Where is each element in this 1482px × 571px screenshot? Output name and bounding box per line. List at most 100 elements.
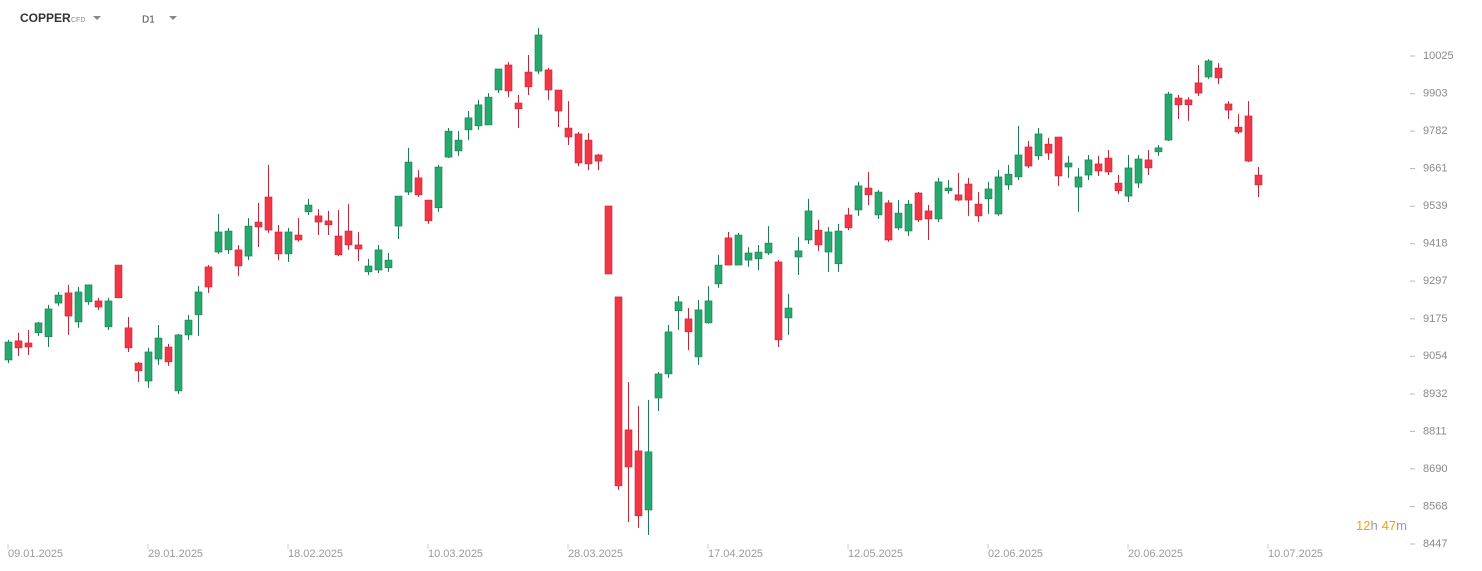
y-tick-label: 9297 <box>1423 275 1447 287</box>
y-tick-label: 8690 <box>1423 463 1447 475</box>
candle-body <box>104 300 113 328</box>
candle-body <box>284 231 293 255</box>
countdown-hours: 12 <box>1356 518 1370 533</box>
candle-body <box>944 187 953 192</box>
candles <box>4 28 1263 536</box>
y-tick-label: 8447 <box>1423 538 1447 550</box>
toolbar: COPPER CFD D1 <box>20 11 177 26</box>
candle-body <box>154 337 163 360</box>
candle-body <box>604 205 613 275</box>
candle-body <box>1094 163 1103 172</box>
y-tick-label: 9418 <box>1423 238 1447 250</box>
x-tick-label: 02.06.2025 <box>988 548 1043 560</box>
candle-body <box>1064 162 1073 168</box>
candle-body <box>774 261 783 341</box>
candle-body <box>364 265 373 273</box>
candle-body <box>534 34 543 72</box>
candle-body <box>24 342 33 348</box>
candle-body <box>1024 146 1033 167</box>
candle-body <box>194 291 203 316</box>
candle-body <box>1124 167 1133 197</box>
y-tick-label: 9782 <box>1423 125 1447 137</box>
candle-body <box>964 183 973 201</box>
candle-body <box>494 68 503 91</box>
candle-body <box>814 229 823 246</box>
timeframe[interactable]: D1 <box>142 15 155 26</box>
candle-body <box>4 341 13 361</box>
candle-body <box>14 340 23 349</box>
candle-body <box>1194 82 1203 94</box>
countdown-minutes: 47 <box>1382 518 1396 533</box>
x-tick-label: 10.03.2025 <box>428 548 483 560</box>
candle-body <box>404 161 413 193</box>
candle-body <box>714 264 723 285</box>
candle-body <box>724 237 733 266</box>
candle-body <box>1004 173 1013 186</box>
countdown-hours-unit: h <box>1370 518 1377 533</box>
candle-body <box>474 104 483 127</box>
candle-body <box>924 210 933 220</box>
y-tick-label: 8932 <box>1423 388 1447 400</box>
candle-body <box>134 362 143 372</box>
candle-body <box>594 154 603 162</box>
candle-body <box>954 194 963 201</box>
candle-body <box>704 300 713 324</box>
countdown: 12h 47m <box>1356 518 1407 533</box>
candle-body <box>54 294 63 304</box>
candle-body <box>644 451 653 511</box>
candle-body <box>424 199 433 222</box>
candle-body <box>44 308 53 338</box>
candle-body <box>624 429 633 468</box>
candle-body <box>914 192 923 221</box>
candle-body <box>694 309 703 358</box>
candle-body <box>94 300 103 308</box>
candle-body <box>1134 158 1143 184</box>
candle-body <box>1204 60 1213 78</box>
candle-body <box>824 231 833 253</box>
candle-body <box>1014 154 1023 178</box>
candle-body <box>324 220 333 226</box>
candle-body <box>1234 126 1243 133</box>
candle-body <box>834 230 843 265</box>
x-tick-label: 17.04.2025 <box>708 548 763 560</box>
x-tick-label: 10.07.2025 <box>1268 548 1323 560</box>
candle-body <box>1044 143 1053 154</box>
x-tick-label: 12.05.2025 <box>848 548 903 560</box>
candle-body <box>844 214 853 229</box>
symbol-dropdown[interactable] <box>93 16 101 20</box>
candle-body <box>784 307 793 319</box>
candle-body <box>144 351 153 382</box>
candle-body <box>1054 136 1063 177</box>
y-tick-label: 9539 <box>1423 200 1447 212</box>
candle-body <box>1254 174 1263 186</box>
symbol[interactable]: COPPER <box>20 11 71 25</box>
candle-body <box>764 242 773 254</box>
symbol-type: CFD <box>71 17 85 24</box>
candle-body <box>1114 182 1123 192</box>
candle-body <box>564 127 573 138</box>
candle-body <box>974 203 983 217</box>
candle-body <box>294 234 303 241</box>
x-tick-label: 28.03.2025 <box>568 548 623 560</box>
candle-body <box>174 334 183 392</box>
timeframe-dropdown[interactable] <box>169 16 177 20</box>
candle-body <box>374 249 383 271</box>
candle-body <box>514 102 523 110</box>
candle-body <box>224 230 233 251</box>
candle-body <box>934 181 943 220</box>
candle-body <box>894 212 903 229</box>
candle-body <box>744 252 753 261</box>
candle-body <box>804 210 813 241</box>
candle-body <box>1164 93 1173 141</box>
x-tick-label: 09.01.2025 <box>8 548 63 560</box>
candle-body <box>1074 176 1083 188</box>
candle-body <box>794 250 803 258</box>
candle-body <box>874 191 883 216</box>
candle-body <box>304 204 313 213</box>
candle-body <box>354 244 363 250</box>
candle-body <box>264 196 273 231</box>
candle-body <box>904 203 913 232</box>
candle-body <box>1224 103 1233 111</box>
